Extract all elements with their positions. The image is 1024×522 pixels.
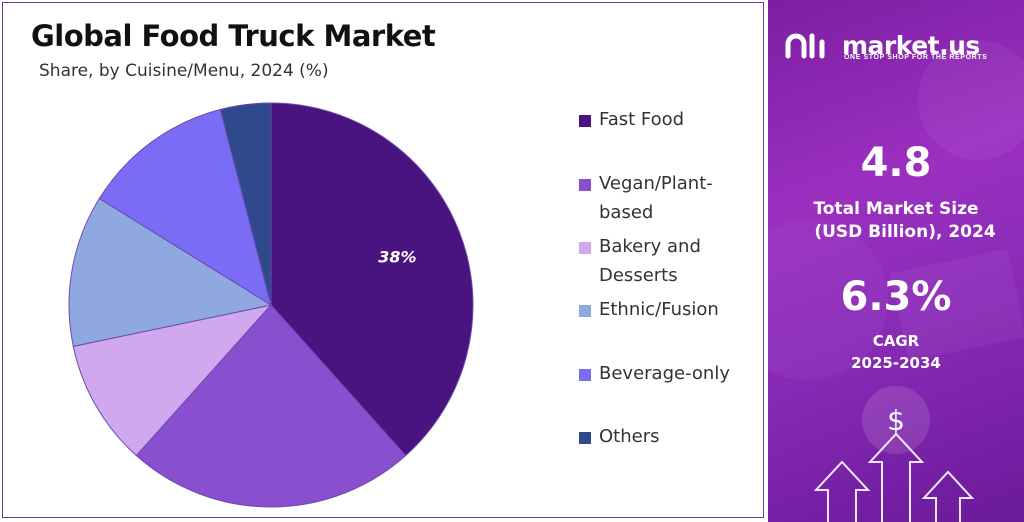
legend-label: Fast Food <box>599 109 685 130</box>
pie-slice-ethnic-fusion <box>68 197 273 347</box>
cagr-label-line1: CAGR <box>872 332 920 350</box>
legend-label: Vegan/Plant-based <box>599 173 713 223</box>
cagr-value: 6.3% <box>840 274 952 320</box>
cagr-label-line2: 2025-2034 <box>851 354 941 372</box>
market-size-value: 4.8 <box>860 140 932 186</box>
legend-swatch <box>579 179 591 191</box>
legend-swatch <box>579 242 591 254</box>
legend-item-beverage: Beverage-only <box>579 363 749 388</box>
pie-slice-beverage-only <box>98 108 272 307</box>
pie-chart: 38% <box>68 102 474 508</box>
dollar-sign-icon: $ <box>887 404 905 437</box>
legend-label: Bakery and Desserts <box>599 236 701 286</box>
legend-item-fast-food: Fast Food <box>579 109 749 134</box>
pie-slice-fast-food <box>270 102 474 457</box>
legend-label: Ethnic/Fusion <box>599 299 719 320</box>
market-size-label-line2: (USD Billion), 2024 <box>814 222 996 242</box>
legend-item-ethnic: Ethnic/Fusion <box>579 299 749 324</box>
coin-circle <box>862 386 930 454</box>
growth-arrows-icon: $ <box>813 386 975 522</box>
chart-panel: Global Food Truck Market Share, by Cuisi… <box>2 2 764 518</box>
pie-slice-bakery-desserts <box>72 304 273 457</box>
legend-item-bakery: Bakery and Desserts <box>579 236 749 290</box>
brand-name: market.us <box>842 30 980 60</box>
legend-item-others: Others <box>579 426 749 451</box>
legend-item-vegan: Vegan/Plant-based <box>579 173 749 227</box>
market-size-label-line1: Total Market Size <box>813 199 979 219</box>
legend-swatch <box>579 115 591 127</box>
legend-swatch <box>579 369 591 381</box>
data-label-fast-food: 38% <box>378 248 416 267</box>
brand-tagline: ONE STOP SHOP FOR THE REPORTS <box>844 54 988 61</box>
legend-label: Beverage-only <box>599 363 730 384</box>
chart-title: Global Food Truck Market <box>31 19 436 53</box>
market-us-logo-icon <box>785 33 825 59</box>
pie-slice-others <box>219 102 272 306</box>
pie-slice-vegan-plant-based <box>135 304 407 508</box>
summary-panel: market.us ONE STOP SHOP FOR THE REPORTS … <box>768 0 1024 522</box>
legend-swatch <box>579 432 591 444</box>
legend-swatch <box>579 305 591 317</box>
background-pattern <box>768 40 1024 380</box>
legend-label: Others <box>599 426 660 447</box>
brand-logo: market.us <box>784 30 980 60</box>
chart-subtitle: Share, by Cuisine/Menu, 2024 (%) <box>39 61 329 81</box>
